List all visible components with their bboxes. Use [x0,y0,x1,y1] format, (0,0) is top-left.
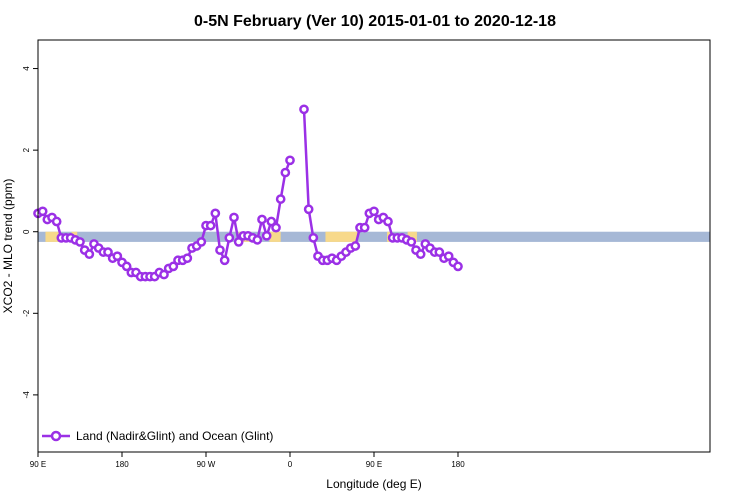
ocean-band [38,231,710,242]
data-point [434,247,445,257]
y-tick-label: -2 [22,309,31,317]
surface-type-band [38,231,710,242]
data-point [182,253,193,264]
data-point [168,261,179,272]
data-point [383,216,393,227]
land-band-segment [407,231,417,242]
data-point [121,261,132,272]
data-point [233,237,244,247]
data-point [261,230,272,241]
legend-label: Land (Nadir&Glint) and Ocean (Glint) [76,429,273,443]
data-point [196,237,207,247]
data-point [205,220,216,231]
data-point [75,237,85,247]
data-point [210,208,221,219]
data-point [219,255,230,266]
x-axis: 90 E 180 90 W 0 90 E 180 [30,452,465,469]
series-layer [33,104,463,282]
data-point [308,232,319,243]
x-tick-label: 90 E [366,460,382,469]
data-point [285,155,295,166]
y-tick-label: -4 [22,391,31,399]
x-axis-label: Longitude (deg E) [326,477,421,491]
data-point [37,206,48,217]
x-tick-label: 0 [288,460,293,469]
data-point [103,247,113,257]
data-point [229,212,239,223]
data-point [415,249,426,260]
data-point [112,251,123,262]
data-point [406,237,417,247]
legend: Land (Nadir&Glint) and Ocean (Glint) [42,429,273,443]
data-point [453,261,463,272]
land-band-segment [45,231,59,242]
land-band-segment [325,231,358,242]
data-point [224,232,235,243]
x-tick-label: 180 [115,460,129,469]
x-tick-label: 180 [451,460,465,469]
y-axis: 4 2 0 -2 -4 [22,66,38,399]
series-line [37,159,292,278]
data-point [359,222,370,233]
data-point [369,206,379,217]
data-point [257,214,267,225]
x-tick-label: 90 W [197,460,216,469]
plot-frame [37,39,711,453]
y-axis-label: XCO2 - MLO trend (ppm) [1,179,15,314]
data-point [299,104,309,115]
data-point [275,194,286,204]
series-line [302,109,459,268]
data-point [350,241,361,251]
chart-title: 0-5N February (Ver 10) 2015-01-01 to 202… [194,13,556,30]
data-point [271,222,281,233]
data-point [266,216,277,227]
data-point [443,251,454,262]
land-band-segment [269,231,281,242]
legend-marker [50,430,62,442]
y-tick-label: 2 [22,147,31,152]
data-point [51,216,62,227]
data-point [215,245,225,255]
data-point [252,235,263,245]
data-point [84,249,95,260]
data-point [280,167,291,178]
y-tick-label: 4 [22,66,31,71]
y-tick-label: 0 [22,229,31,234]
x-tick-label: 90 E [30,460,46,469]
data-point [159,269,169,280]
data-point [303,204,314,215]
